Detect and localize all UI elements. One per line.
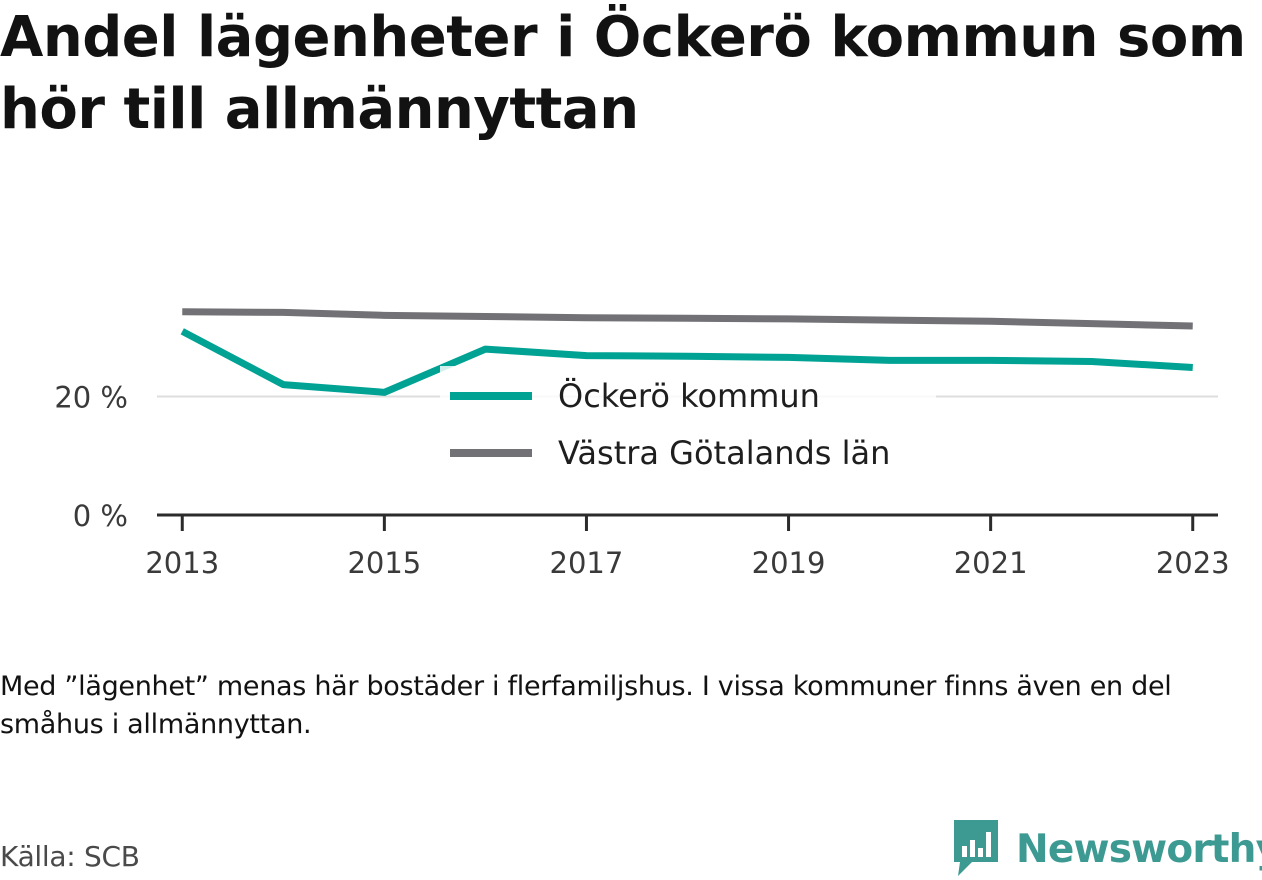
y-tick-label: 20 % (54, 381, 128, 415)
x-tick-label: 2017 (550, 546, 624, 580)
source-label: Källa: SCB (0, 840, 140, 873)
series-line--cker-kommun (180, 328, 1193, 396)
series-lines (180, 308, 1193, 396)
y-axis-labels: 0 % 20 % (54, 381, 128, 534)
x-tick-label: 2023 (1156, 546, 1230, 580)
x-tick-label: 2013 (145, 546, 219, 580)
legend: Öckerö kommun Västra Götalands län (440, 366, 936, 490)
legend-label: Öckerö kommun (558, 377, 820, 415)
x-axis-ticks: 2013 2015 2017 2019 2021 2023 (145, 515, 1230, 580)
legend-label: Västra Götalands län (558, 434, 890, 472)
brand-logo[interactable]: Newsworthy (950, 818, 1262, 880)
y-tick-label: 0 % (73, 499, 128, 533)
x-tick-label: 2019 (752, 546, 826, 580)
legend-background (440, 366, 936, 490)
x-tick-label: 2015 (347, 546, 421, 580)
line-chart: 0 % 20 % 2013 2015 2017 2019 2021 2023 Öckerö … (54, 308, 1230, 580)
series-line-v-stra-g-talands-l-n (182, 308, 1193, 330)
chart-title: Andel lägenheter i Öckerö kommun som hör… (0, 5, 1246, 142)
bar-chart-speech-bubble-icon (954, 820, 998, 876)
brand-name: Newsworthy (1016, 826, 1262, 872)
footnote: Med ”lägenhet” menas här bostäder i fler… (0, 671, 1172, 740)
x-tick-label: 2021 (954, 546, 1028, 580)
